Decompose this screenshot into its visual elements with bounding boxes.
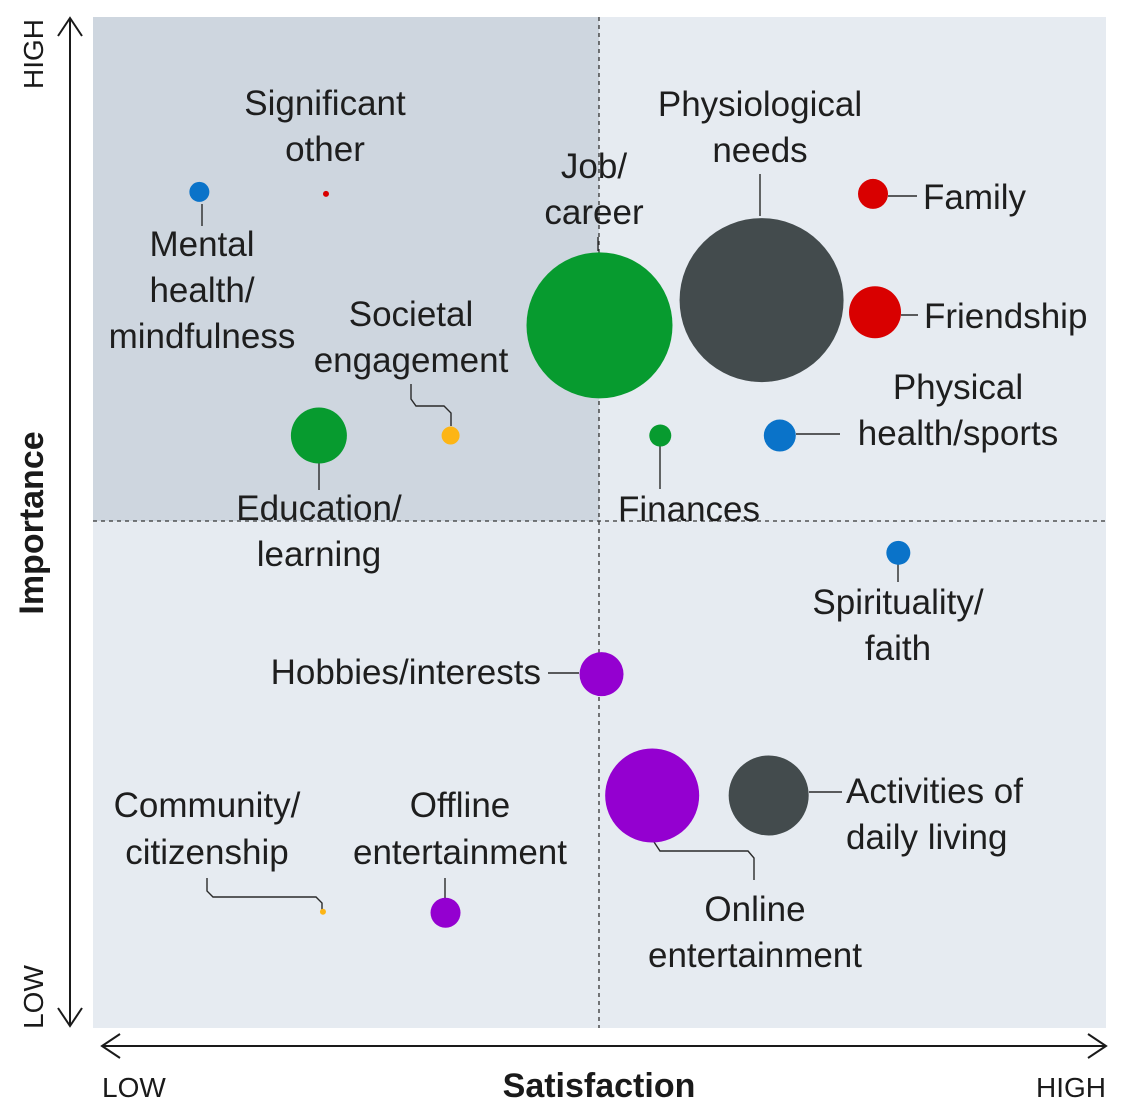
label-family-line-1: Family xyxy=(923,178,1027,217)
label-significant-other-line-1: Significant xyxy=(244,84,406,123)
label-significant-other-line-2: other xyxy=(285,130,365,169)
bubble-friendship xyxy=(849,286,902,339)
leader-lines xyxy=(201,174,918,910)
bubble-family xyxy=(858,178,889,209)
bubble-offline-entertainment xyxy=(430,897,461,928)
leader-community-citizenship xyxy=(206,878,323,910)
label-offline-entertainment-line-1: Offline xyxy=(410,786,511,825)
bubbles xyxy=(189,178,911,928)
bubble-activities-of-daily-living xyxy=(728,755,809,836)
label-mental-health-mindfulness-line-1: Mental xyxy=(149,225,254,264)
label-education-learning-line-2: learning xyxy=(257,535,382,574)
label-finances-line-1: Finances xyxy=(618,490,760,529)
label-societal-engagement-line-1: Societal xyxy=(349,295,474,334)
bubble-societal-engagement xyxy=(441,426,460,445)
bubble-mental-health-mindfulness xyxy=(189,181,210,202)
label-mental-health-mindfulness-line-2: health/ xyxy=(149,271,254,310)
bubble-physical-health-sports xyxy=(763,419,796,452)
bubble-spirituality-faith xyxy=(886,540,911,565)
label-physical-health-sports-line-1: Physical xyxy=(893,368,1023,407)
label-friendship-line-1: Friendship xyxy=(924,297,1087,336)
label-online-entertainment-line-1: Online xyxy=(704,890,805,929)
label-community-citizenship-line-2: citizenship xyxy=(125,833,288,872)
label-physiological-needs-line-1: Physiological xyxy=(658,85,862,124)
bubble-significant-other xyxy=(322,190,329,197)
label-physical-health-sports-line-2: health/sports xyxy=(858,414,1058,453)
label-offline-entertainment-line-2: entertainment xyxy=(353,833,567,872)
label-education-learning-line-1: Education/ xyxy=(236,489,402,528)
point-labels: Significant other Mental health/mindfulness… xyxy=(109,84,1088,975)
y-axis-high-label: HIGH xyxy=(18,19,49,89)
bubble-community-citizenship xyxy=(319,908,326,915)
y-axis-arrow xyxy=(57,16,83,1028)
bubble-finances xyxy=(649,424,672,447)
bubble-job-career xyxy=(526,252,673,399)
label-online-entertainment-line-2: entertainment xyxy=(648,936,862,975)
bubble-education-learning xyxy=(290,407,347,464)
label-spirituality-faith-line-1: Spirituality/ xyxy=(812,583,983,622)
label-hobbies-interests-line-1: Hobbies/interests xyxy=(271,653,541,692)
bubble-online-entertainment xyxy=(605,748,700,843)
label-mental-health-mindfulness-line-3: mindfulness xyxy=(109,317,296,356)
x-axis-title: Satisfaction xyxy=(503,1067,696,1105)
y-axis-low-label: LOW xyxy=(18,965,49,1029)
leader-societal-engagement xyxy=(410,384,452,426)
x-axis-low-label: LOW xyxy=(102,1072,166,1103)
label-community-citizenship-line-1: Community/ xyxy=(114,786,301,825)
label-spirituality-faith-line-2: faith xyxy=(865,629,931,668)
label-activities-of-daily-living-line-2: daily living xyxy=(846,818,1007,857)
label-job-career-line-1: Job/ xyxy=(561,147,627,186)
x-axis-arrow xyxy=(100,1033,1108,1059)
y-axis-title: Importance xyxy=(13,431,51,614)
label-activities-of-daily-living-line-1: Activities of xyxy=(846,772,1023,811)
bubble-hobbies-interests xyxy=(579,652,624,697)
label-physiological-needs-line-2: needs xyxy=(712,131,807,170)
bubble-physiological-needs xyxy=(679,218,844,383)
x-axis-high-label: HIGH xyxy=(1036,1072,1106,1103)
label-societal-engagement-line-2: engagement xyxy=(314,341,509,380)
leader-online-entertainment xyxy=(653,841,755,880)
label-job-career-line-2: career xyxy=(544,193,644,232)
